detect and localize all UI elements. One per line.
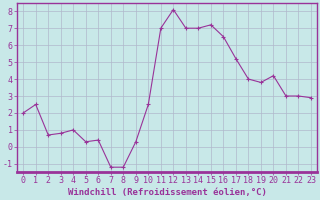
X-axis label: Windchill (Refroidissement éolien,°C): Windchill (Refroidissement éolien,°C) bbox=[68, 188, 267, 197]
